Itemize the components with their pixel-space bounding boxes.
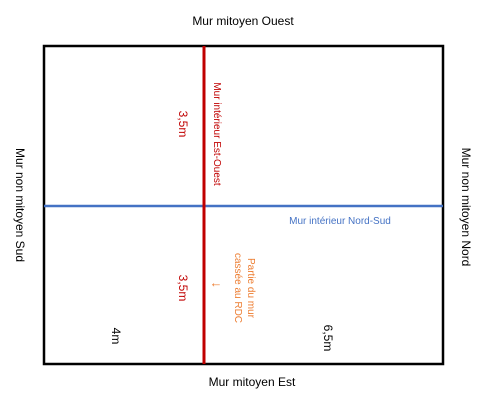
- west-wall-label: Mur mitoyen Ouest: [192, 14, 294, 28]
- dimension-bottom-half: 3,5m: [176, 275, 190, 302]
- north-wall-label: Mur non mitoyen Nord: [459, 148, 473, 267]
- east-west-wall-label: Mur intérieur Est-Ouest: [211, 82, 222, 186]
- north-south-wall-label: Mur intérieur Nord-Sud: [289, 216, 391, 227]
- annotation-line-1: Partie du mur: [245, 258, 256, 319]
- dimension-left-span: 4m: [109, 328, 123, 345]
- east-wall-label: Mur mitoyen Est: [209, 375, 296, 389]
- dimension-top-half: 3,5m: [176, 111, 190, 138]
- dimension-right-span: 6,5m: [321, 325, 335, 352]
- annotation-line-2: cassée au RDC: [232, 253, 243, 323]
- south-wall-label: Mur non mitoyen Sud: [13, 148, 27, 262]
- annotation-arrow-icon: ←: [210, 275, 223, 290]
